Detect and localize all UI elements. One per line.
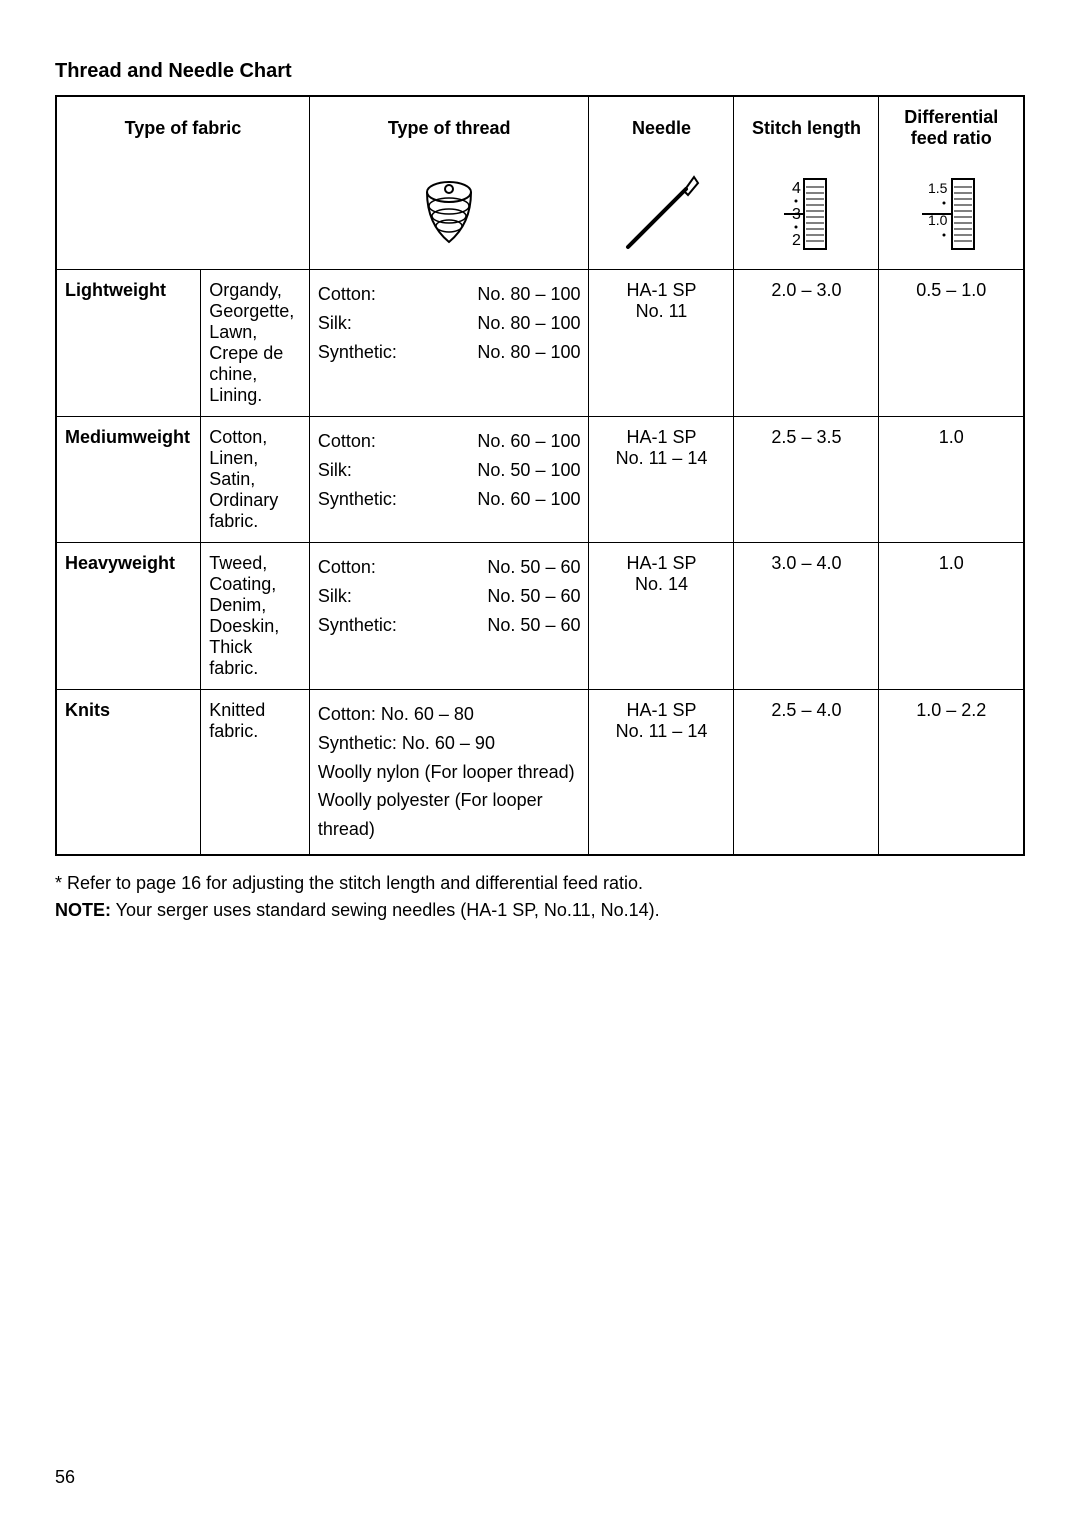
thread-icon	[309, 159, 589, 270]
fabric-icon-cell	[56, 159, 309, 270]
dial-mark-10: 1.0	[928, 212, 948, 228]
weight-heavy: Heavyweight	[56, 543, 201, 690]
table-row: Lightweight Organdy, Georgette, Lawn, Cr…	[56, 270, 1024, 417]
diff-knits: 1.0 – 2.2	[879, 690, 1024, 855]
table-row: Knits Knitted fabric. Cotton: No. 60 – 8…	[56, 690, 1024, 855]
diff-medium: 1.0	[879, 417, 1024, 543]
stitch-heavy: 3.0 – 4.0	[734, 543, 879, 690]
needle-lightweight: HA-1 SP No. 11	[589, 270, 734, 417]
header-thread: Type of thread	[309, 96, 589, 159]
table-row: Heavyweight Tweed, Coating, Denim, Doesk…	[56, 543, 1024, 690]
thread-needle-chart: Type of fabric Type of thread Needle Sti…	[55, 95, 1025, 856]
footnotes: * Refer to page 16 for adjusting the sti…	[55, 870, 1025, 924]
stitch-medium: 2.5 – 3.5	[734, 417, 879, 543]
threads-lightweight: Cotton:No. 80 – 100 Silk:No. 80 – 100 Sy…	[309, 270, 589, 417]
fabrics-lightweight: Organdy, Georgette, Lawn, Crepe de chine…	[201, 270, 310, 417]
note-line: NOTE: Your serger uses standard sewing n…	[55, 897, 1025, 924]
header-stitch: Stitch length	[734, 96, 879, 159]
fabrics-medium: Cotton, Linen, Satin, Ordinary fabric.	[201, 417, 310, 543]
header-needle: Needle	[589, 96, 734, 159]
dial-mark-2: 2	[792, 232, 801, 249]
page-number: 56	[55, 1467, 75, 1488]
fabrics-knits: Knitted fabric.	[201, 690, 310, 855]
header-diff: Differential feed ratio	[879, 96, 1024, 159]
stitch-dial-icon: 4 3 2	[734, 159, 879, 270]
threads-medium: Cotton:No. 60 – 100 Silk:No. 50 – 100 Sy…	[309, 417, 589, 543]
table-row: Mediumweight Cotton, Linen, Satin, Ordin…	[56, 417, 1024, 543]
diff-heavy: 1.0	[879, 543, 1024, 690]
threads-knits: Cotton: No. 60 – 80 Synthetic: No. 60 – …	[309, 690, 589, 855]
needle-heavy: HA-1 SP No. 14	[589, 543, 734, 690]
diff-dial-icon: 1.5 1.0	[879, 159, 1024, 270]
note-label: NOTE:	[55, 900, 111, 920]
fabrics-heavy: Tweed, Coating, Denim, Doeskin, Thick fa…	[201, 543, 310, 690]
note-text: Your serger uses standard sewing needles…	[111, 900, 660, 920]
stitch-knits: 2.5 – 4.0	[734, 690, 879, 855]
needle-knits: HA-1 SP No. 11 – 14	[589, 690, 734, 855]
weight-knits: Knits	[56, 690, 201, 855]
diff-lightweight: 0.5 – 1.0	[879, 270, 1024, 417]
stitch-lightweight: 2.0 – 3.0	[734, 270, 879, 417]
dial-mark-15: 1.5	[928, 180, 948, 196]
weight-medium: Mediumweight	[56, 417, 201, 543]
page-title: Thread and Needle Chart	[55, 60, 1025, 83]
dial-mark-4: 4	[792, 180, 801, 197]
threads-heavy: Cotton:No. 50 – 60 Silk:No. 50 – 60 Synt…	[309, 543, 589, 690]
needle-icon	[589, 159, 734, 270]
weight-lightweight: Lightweight	[56, 270, 201, 417]
dial-mark-3: 3	[792, 206, 801, 223]
needle-medium: HA-1 SP No. 11 – 14	[589, 417, 734, 543]
header-fabric: Type of fabric	[56, 96, 309, 159]
footnote-reference: * Refer to page 16 for adjusting the sti…	[55, 870, 1025, 897]
